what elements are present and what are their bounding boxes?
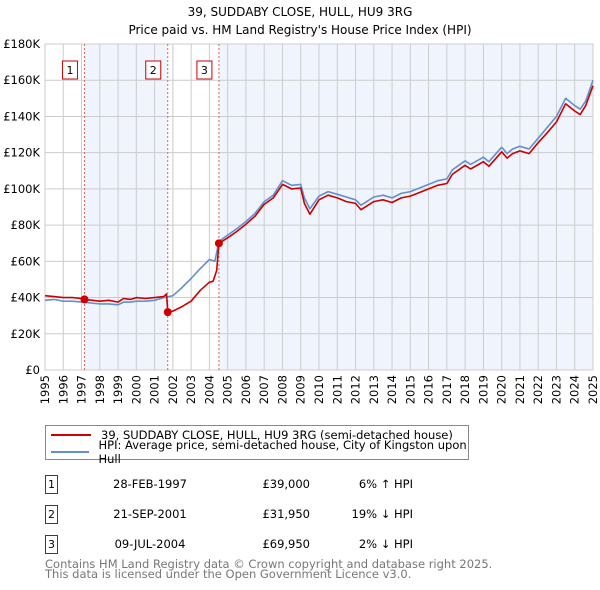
x-tick-label: 2004 [202,375,216,404]
x-tick-label: 2022 [531,375,545,404]
x-tick-label: 2008 [275,375,289,404]
y-tick-label: £20K [11,327,41,341]
transaction-price: £39,000 [262,477,310,491]
transaction-hpi-diff: 6% ↑ HPI [358,477,413,491]
x-tick-label: 2023 [549,375,563,404]
x-tick-label: 2014 [385,375,399,404]
footer-line-1: Contains HM Land Registry data © Crown c… [45,557,493,571]
x-tick-label: 2010 [312,375,326,404]
legend-line-red [51,434,91,436]
transaction-row: 1 28-FEB-1997 £39,000 6% ↑ HPI [45,475,445,495]
ownership-shade [84,44,168,370]
chart-subtitle: Price paid vs. HM Land Registry's House … [128,23,471,37]
chart-legend: 39, SUDDABY CLOSE, HULL, HU9 3RG (semi-d… [45,425,469,466]
x-tick-label: 2012 [349,375,363,404]
x-tick-label: 2007 [257,375,271,404]
x-tick-label: 2005 [221,375,235,404]
x-tick-label: 2016 [422,375,436,404]
footer-line-2: This data is licensed under the Open Gov… [45,567,412,581]
x-tick-label: 2019 [476,375,490,404]
x-tick-label: 1999 [111,375,125,404]
y-tick-label: £80K [11,218,41,232]
x-tick-label: 2015 [403,375,417,404]
x-tick-label: 2018 [458,375,472,404]
chart-title: 39, SUDDABY CLOSE, HULL, HU9 3RG [188,5,413,19]
sale-label: 2 [150,64,157,77]
y-tick-label: £0 [25,363,40,377]
transaction-number: 1 [45,475,58,494]
x-tick-label: 2024 [568,375,582,404]
sale-label: 1 [66,64,73,77]
x-tick-label: 2006 [239,375,253,404]
sale-label-box [61,60,78,80]
transaction-number: 2 [45,505,58,524]
transaction-row: 2 21-SEP-2001 £31,950 19% ↓ HPI [45,505,445,525]
legend-line-blue [51,451,89,453]
x-tick-label: 2009 [294,375,308,404]
legend-item-hpi: HPI: Average price, semi-detached house,… [51,438,468,466]
transaction-price: £69,950 [262,537,310,551]
hpi-line [44,79,594,306]
transaction-price: £31,950 [262,507,310,521]
legend-label-hpi: HPI: Average price, semi-detached house,… [98,438,467,466]
ownership-shade [218,44,593,370]
footer-attribution: Contains HM Land Registry data © Crown c… [45,557,493,581]
legend-item-property: 39, SUDDABY CLOSE, HULL, HU9 3RG (semi-d… [51,427,453,443]
x-tick-label: 2001 [148,375,162,404]
sale-point [163,308,172,317]
x-tick-label: 2013 [367,375,381,404]
y-tick-label: £140K [3,109,40,123]
sale-label-box [145,60,162,80]
x-tick-label: 2025 [586,375,600,404]
x-tick-label: 1996 [56,375,70,404]
x-tick-label: 1998 [93,375,107,404]
x-tick-label: 1995 [38,375,52,404]
x-tick-label: 2011 [330,375,344,404]
x-tick-label: 2003 [184,375,198,404]
x-tick-label: 2020 [495,375,509,404]
x-tick-label: 2017 [440,375,454,404]
transaction-hpi-diff: 2% ↓ HPI [358,537,413,551]
sale-point [214,239,223,248]
y-tick-label: £100K [3,182,40,196]
x-tick-label: 2002 [166,375,180,404]
sale-point [80,295,89,304]
transaction-date: 28-FEB-1997 [113,477,187,491]
sale-label-box [196,60,213,80]
y-tick-label: £120K [3,146,40,160]
y-tick-label: £60K [11,254,41,268]
legend-label-property: 39, SUDDABY CLOSE, HULL, HU9 3RG (semi-d… [101,428,453,442]
plot-frame [44,43,594,371]
y-tick-label: £160K [3,73,40,87]
x-tick-label: 2000 [129,375,143,404]
price-chart: 39, SUDDABY CLOSE, HULL, HU9 3RG Price p… [3,5,600,404]
transaction-row: 3 09-JUL-2004 £69,950 2% ↓ HPI [45,535,445,555]
property-price-line [44,85,594,313]
transaction-date: 21-SEP-2001 [113,507,187,521]
transaction-date: 09-JUL-2004 [114,537,186,551]
sale-label: 3 [201,64,208,77]
transaction-hpi-diff: 19% ↓ HPI [351,507,413,521]
transaction-number: 3 [45,535,58,554]
x-tick-label: 2021 [513,375,527,404]
y-tick-label: £180K [3,37,40,51]
x-tick-label: 1997 [75,375,89,404]
y-tick-label: £40K [11,291,41,305]
